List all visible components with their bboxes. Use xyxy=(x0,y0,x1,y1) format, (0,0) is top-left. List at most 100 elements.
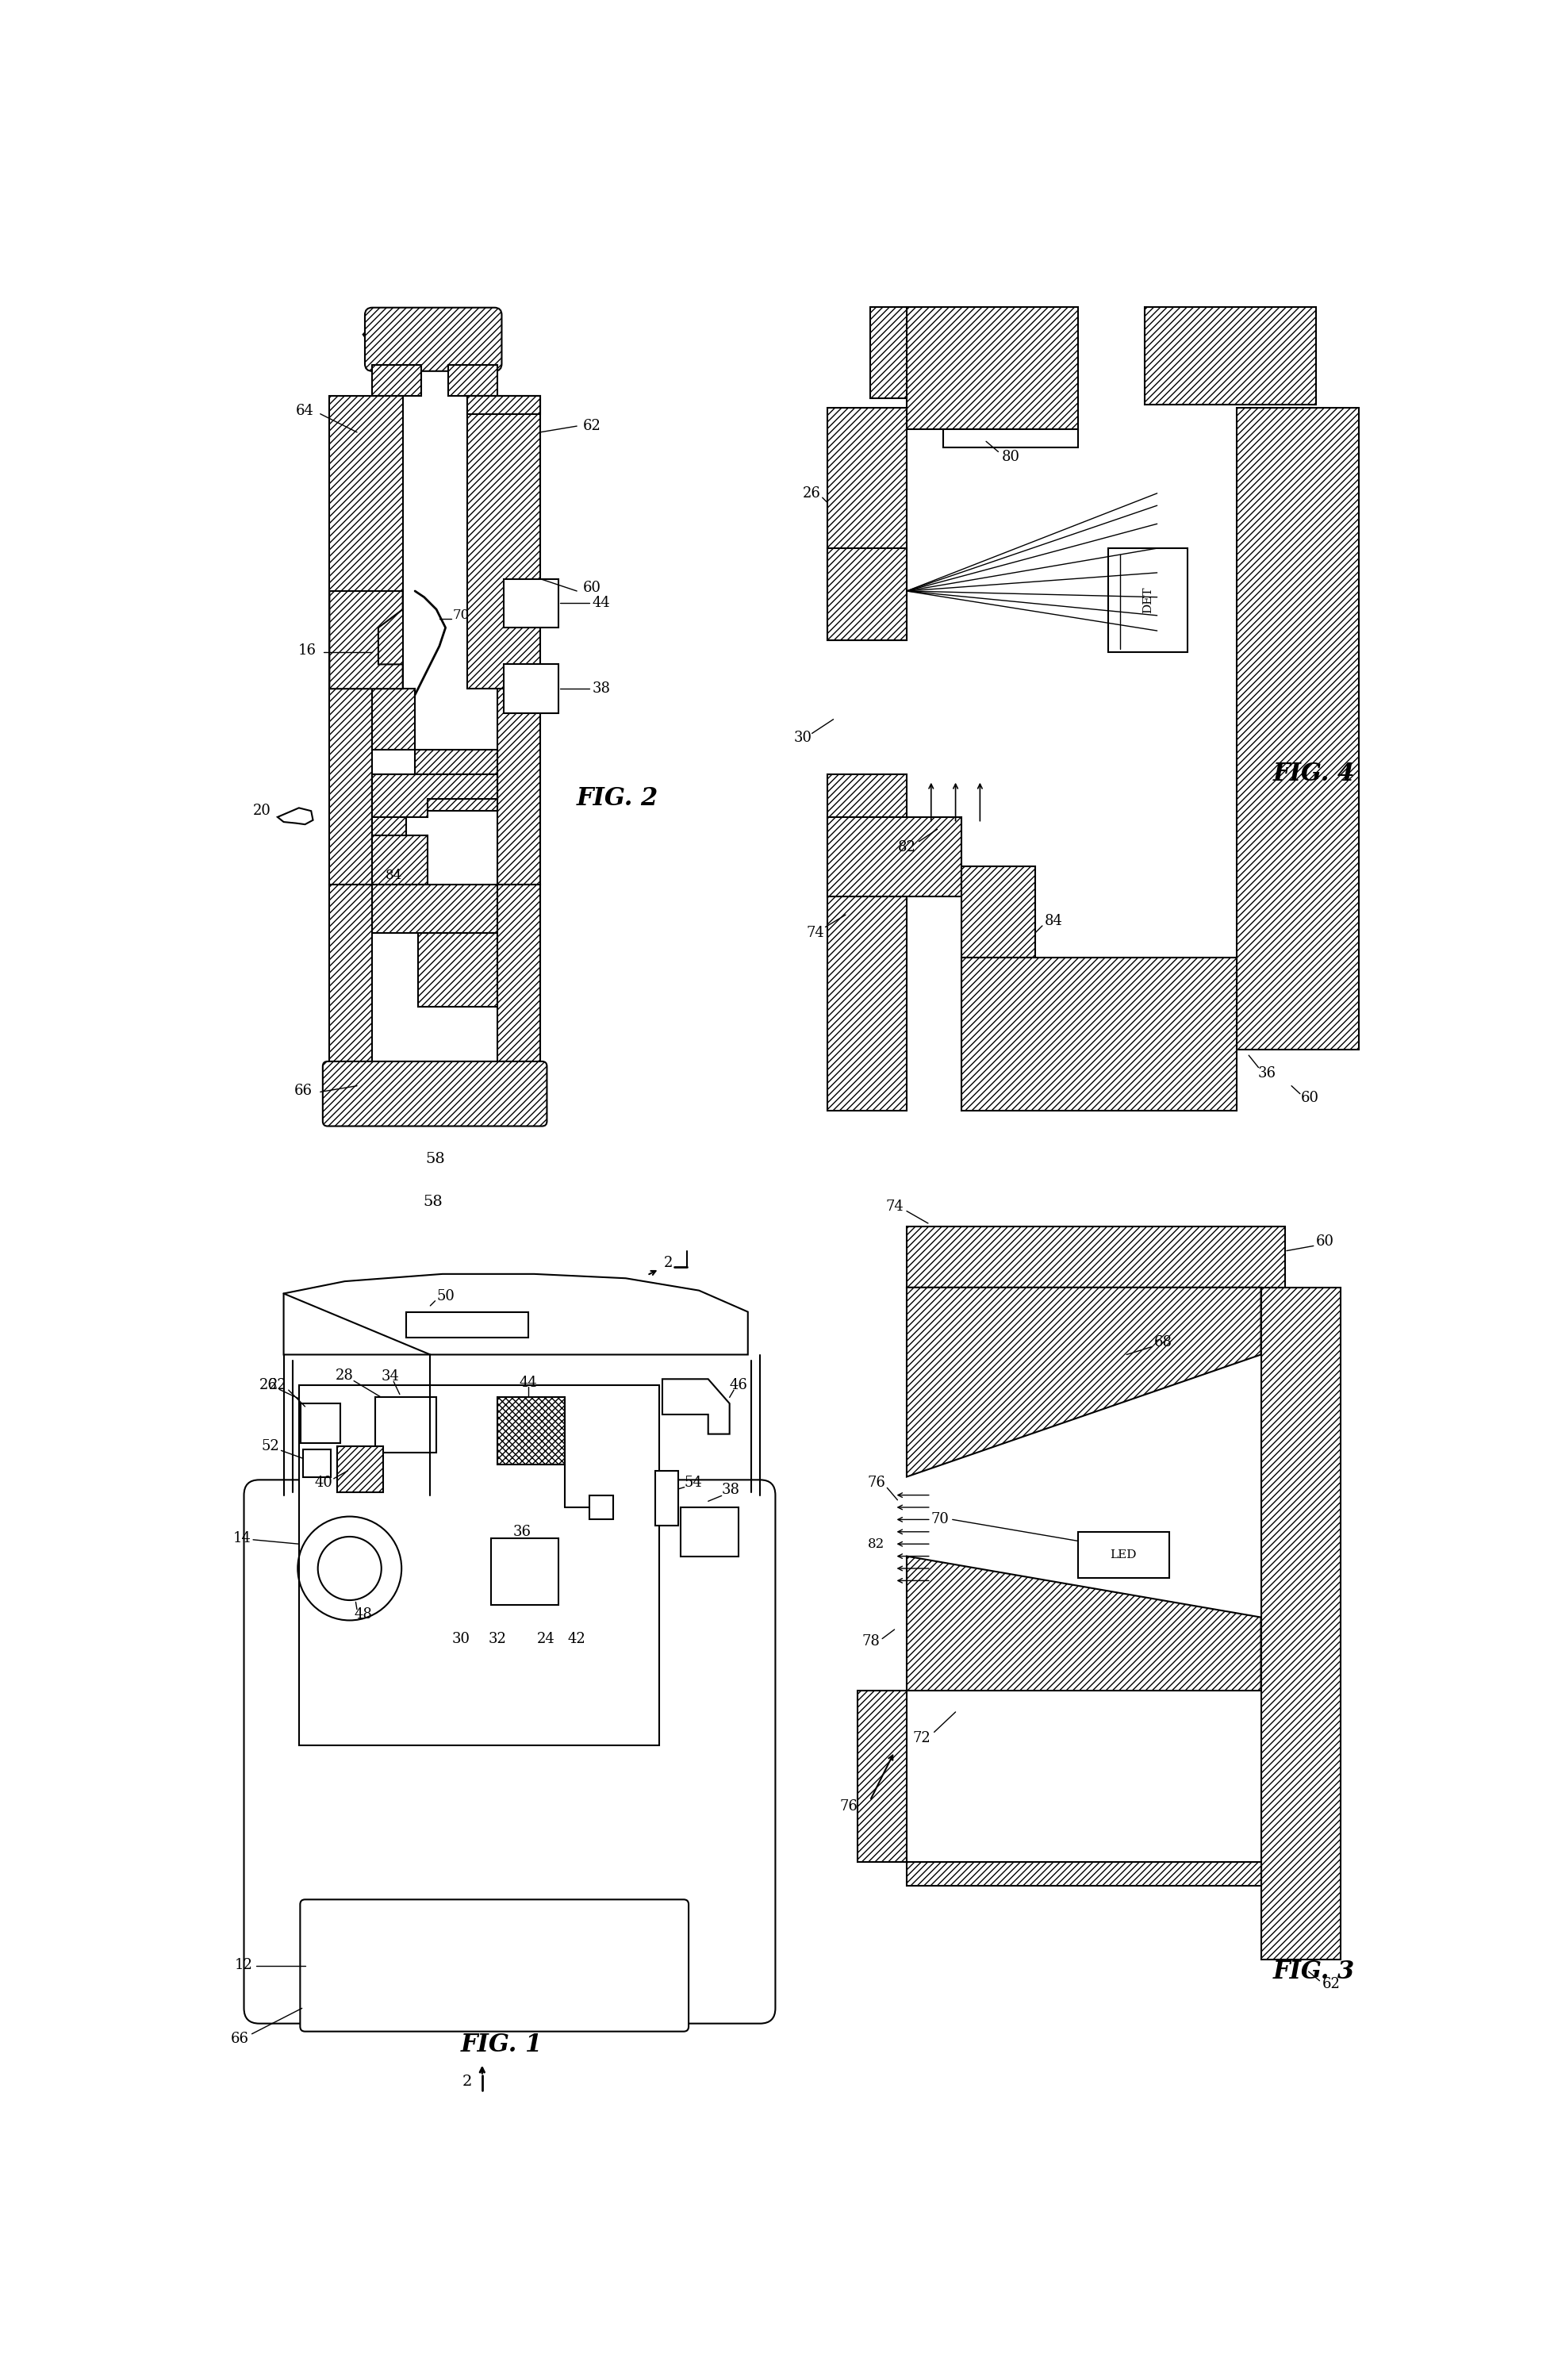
Text: 76: 76 xyxy=(839,1799,858,1814)
Bar xyxy=(656,1471,678,1526)
Polygon shape xyxy=(284,1273,747,1354)
Text: 70: 70 xyxy=(931,1511,949,1526)
Text: 66: 66 xyxy=(230,2033,249,2047)
Text: 66: 66 xyxy=(294,1083,312,1097)
Text: 54: 54 xyxy=(684,1476,702,1490)
Bar xyxy=(303,1449,331,1476)
Bar xyxy=(373,774,406,847)
Bar xyxy=(373,835,427,885)
Bar xyxy=(497,885,541,1069)
Text: 14: 14 xyxy=(233,1530,252,1545)
Polygon shape xyxy=(329,1069,541,1116)
Text: 32: 32 xyxy=(488,1633,507,1647)
Text: 36: 36 xyxy=(1257,1066,1276,1081)
Bar xyxy=(329,885,373,1069)
Bar xyxy=(497,688,541,885)
Bar xyxy=(466,395,541,688)
Polygon shape xyxy=(906,1288,1260,1476)
Bar xyxy=(1260,1288,1341,1959)
Bar xyxy=(962,957,1237,1109)
Text: 2: 2 xyxy=(664,1257,673,1271)
Polygon shape xyxy=(329,590,402,688)
Text: DET: DET xyxy=(1142,588,1153,614)
Bar xyxy=(337,1447,384,1492)
Text: 70: 70 xyxy=(452,609,469,621)
Text: 30: 30 xyxy=(452,1633,469,1647)
Bar xyxy=(503,664,558,714)
Text: 30: 30 xyxy=(794,731,811,745)
Text: 58: 58 xyxy=(426,1152,444,1166)
Bar xyxy=(906,307,1078,428)
Polygon shape xyxy=(278,807,312,823)
Bar xyxy=(375,1397,437,1452)
Polygon shape xyxy=(858,1690,906,1861)
Text: 26: 26 xyxy=(260,1378,278,1392)
Text: 40: 40 xyxy=(314,1476,333,1490)
Bar xyxy=(1108,547,1187,652)
Text: 80: 80 xyxy=(1001,450,1019,464)
Text: 2: 2 xyxy=(462,2075,472,2090)
Text: 60: 60 xyxy=(1301,1090,1319,1104)
Text: FIG. 2: FIG. 2 xyxy=(577,785,659,812)
Text: 44: 44 xyxy=(592,595,611,609)
Text: 78: 78 xyxy=(862,1635,880,1649)
Polygon shape xyxy=(827,547,906,640)
Text: 36: 36 xyxy=(513,1526,531,1540)
Text: 26: 26 xyxy=(803,486,821,500)
Text: 64: 64 xyxy=(295,405,314,419)
Text: 60: 60 xyxy=(1316,1235,1335,1250)
Bar xyxy=(406,1311,528,1338)
Text: 82: 82 xyxy=(867,1537,884,1552)
Bar xyxy=(943,428,1078,447)
Text: 50: 50 xyxy=(437,1290,455,1304)
Bar xyxy=(449,364,497,395)
Polygon shape xyxy=(906,1557,1260,1690)
Text: FIG. 3: FIG. 3 xyxy=(1273,1959,1355,1985)
Text: 16: 16 xyxy=(298,643,315,657)
Bar xyxy=(415,750,497,812)
Bar xyxy=(827,407,906,640)
Text: 42: 42 xyxy=(567,1633,586,1647)
Polygon shape xyxy=(373,774,497,816)
Polygon shape xyxy=(364,317,497,359)
Text: 48: 48 xyxy=(354,1607,371,1621)
Bar xyxy=(1237,407,1358,1050)
Text: 44: 44 xyxy=(519,1376,538,1390)
Bar xyxy=(906,1226,1285,1288)
Text: 28: 28 xyxy=(336,1368,354,1383)
Text: 46: 46 xyxy=(730,1378,747,1392)
Bar xyxy=(329,688,373,885)
Bar xyxy=(329,395,402,688)
Bar xyxy=(503,578,558,628)
Bar xyxy=(373,688,415,750)
Bar xyxy=(681,1507,738,1557)
Bar xyxy=(497,1545,552,1599)
Bar xyxy=(301,1404,340,1442)
Bar xyxy=(1078,1533,1169,1578)
Bar xyxy=(589,1495,614,1518)
Text: 38: 38 xyxy=(592,681,611,695)
Text: 84: 84 xyxy=(1044,914,1063,928)
Text: 52: 52 xyxy=(261,1440,280,1454)
Text: 62: 62 xyxy=(1322,1978,1340,1992)
Text: 72: 72 xyxy=(912,1730,931,1745)
Text: 62: 62 xyxy=(583,419,601,433)
Polygon shape xyxy=(827,816,962,897)
FancyBboxPatch shape xyxy=(244,1480,775,2023)
Text: 84: 84 xyxy=(385,869,402,883)
Text: 24: 24 xyxy=(538,1633,555,1647)
Text: 34: 34 xyxy=(381,1368,399,1383)
Bar xyxy=(418,933,497,1007)
Text: 60: 60 xyxy=(583,581,601,595)
Bar xyxy=(491,1537,558,1604)
Text: FIG. 4: FIG. 4 xyxy=(1273,762,1355,785)
Text: 22: 22 xyxy=(269,1378,286,1392)
Text: 76: 76 xyxy=(867,1476,886,1490)
Text: 20: 20 xyxy=(253,804,272,819)
Text: 68: 68 xyxy=(1155,1335,1172,1349)
Text: 74: 74 xyxy=(807,926,824,940)
Polygon shape xyxy=(662,1378,729,1435)
Text: 12: 12 xyxy=(235,1959,253,1973)
Text: 38: 38 xyxy=(721,1483,740,1497)
Bar xyxy=(962,866,1035,957)
